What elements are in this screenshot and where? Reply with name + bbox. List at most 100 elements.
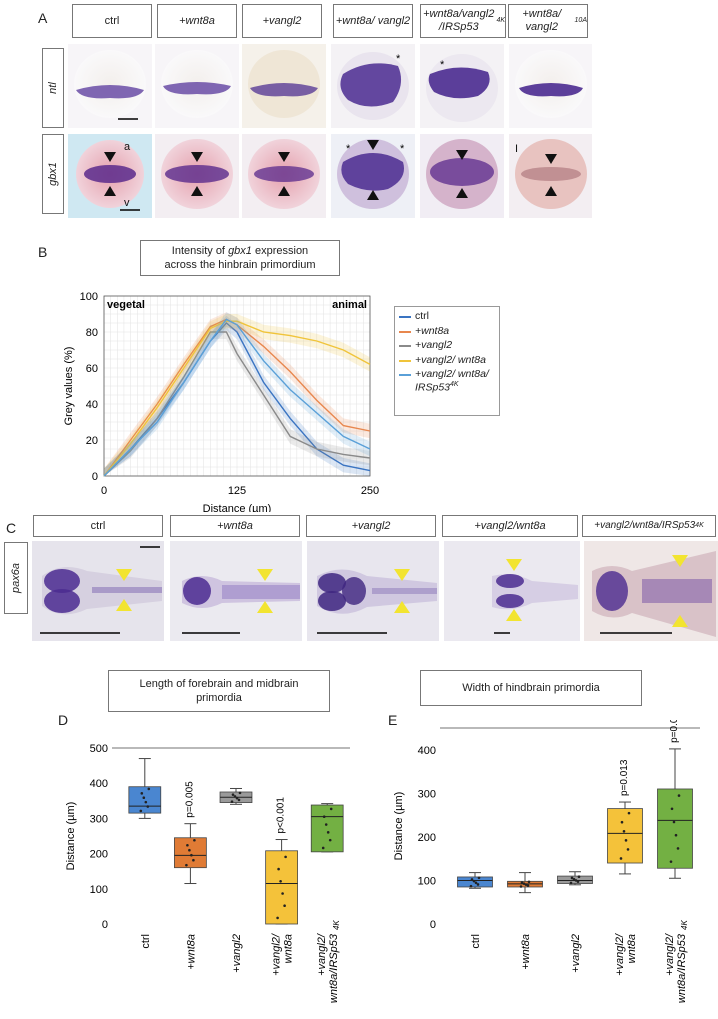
- data-point: [328, 838, 332, 842]
- svg-text:*: *: [346, 143, 351, 155]
- data-point: [147, 787, 151, 791]
- data-point: [276, 916, 279, 920]
- svg-text:a: a: [124, 141, 131, 153]
- series-line: [103, 318, 371, 477]
- data-point: [231, 793, 235, 796]
- data-point: [526, 884, 530, 887]
- y-tick-label: 200: [418, 832, 436, 844]
- panel-c-header-vangl2: +vangl2: [306, 515, 436, 537]
- panel-a-header-wnt8a-vangl2: +wnt8a/ vangl2: [333, 4, 413, 38]
- data-point: [524, 883, 528, 886]
- data-point: [469, 884, 473, 888]
- data-point: [619, 857, 623, 860]
- data-point: [624, 839, 628, 842]
- panel-b-title: Intensity of gbx1 expression across the h…: [140, 240, 340, 276]
- data-point: [326, 831, 330, 834]
- data-point: [283, 904, 286, 907]
- data-point: [142, 796, 146, 800]
- data-point: [321, 846, 325, 850]
- panel-a-header-wnt8a: +wnt8a: [157, 4, 237, 38]
- legend-entry: +vangl2/ wnt8a/ IRSp534K: [399, 368, 495, 394]
- legend-entry: +vangl2/ wnt8a: [399, 354, 495, 367]
- data-point: [193, 838, 196, 842]
- y-tick-label: 100: [80, 291, 98, 303]
- y-axis-label: Distance (µm): [393, 792, 405, 861]
- category-label: +vangl2/wnt8a/IRSp53: [316, 933, 340, 1003]
- series-band: [104, 312, 370, 476]
- row-label-pax6a: pax6a: [4, 542, 28, 614]
- data-point: [476, 883, 480, 886]
- legend-entry: +wnt8a: [399, 325, 495, 338]
- category-label: ctrl: [140, 934, 152, 949]
- box-iqr: [607, 808, 643, 864]
- legend-swatch: [399, 316, 411, 318]
- data-point: [233, 795, 237, 798]
- legend-swatch: [399, 345, 411, 348]
- series-line: [103, 331, 371, 477]
- series-line: [103, 320, 371, 477]
- x-axis-label: Distance (µm): [203, 503, 272, 512]
- panel-a-letter: A: [38, 10, 48, 26]
- y-tick-label: 0: [92, 471, 98, 483]
- data-point: [277, 867, 280, 871]
- animal-note: animal: [332, 299, 367, 311]
- panel-c-header-wnt8a: +wnt8a: [170, 515, 300, 537]
- hindbrain-width-boxplot: 0 100 200 300 400 Distance (µm) ctrl +wnt8a +van…: [393, 720, 700, 1003]
- data-point: [329, 807, 333, 811]
- box-iqr: [457, 876, 493, 888]
- data-point: [281, 892, 284, 895]
- y-tick-label: 100: [90, 884, 108, 896]
- box-iqr: [174, 837, 207, 869]
- data-point: [472, 879, 476, 883]
- row-label-ntl: ntl: [42, 48, 64, 128]
- legend-label: +vangl2/ wnt8a/ IRSp534K: [415, 368, 489, 394]
- y-tick-label: 300: [90, 813, 108, 825]
- pax6a-embryo-vangl2-wnt8a: [444, 541, 580, 641]
- ntl-embryo-ctrl: [68, 44, 152, 128]
- y-tick-label: 400: [90, 778, 108, 790]
- data-point: [188, 848, 191, 852]
- data-point: [284, 855, 287, 859]
- plot-frame: [103, 295, 371, 477]
- data-point: [577, 875, 581, 879]
- data-point: [570, 876, 574, 880]
- panel-c-header-vangl2-wnt8a: +vangl2/wnt8a: [442, 515, 578, 537]
- data-point: [322, 815, 326, 819]
- ntl-embryo-vangl2: [242, 44, 326, 128]
- line-chart-legend: ctrl +wnt8a +vangl2 +vangl2/ wnt8a +vangl2/ …: [394, 306, 500, 416]
- y-tick-label: 300: [418, 788, 436, 800]
- data-point: [670, 807, 674, 811]
- y-tick-label: 100: [418, 875, 436, 887]
- panel-c-letter: C: [6, 520, 17, 536]
- p-value-label: p=0.013: [619, 759, 630, 796]
- pax6a-embryo-ctrl: [32, 541, 164, 641]
- data-point: [626, 848, 630, 851]
- y-tick-label: 400: [418, 745, 436, 757]
- panel-a-header-vangl2: +vangl2: [242, 4, 322, 38]
- panel-a-header-ctrl: ctrl: [72, 4, 152, 38]
- data-point: [620, 820, 624, 824]
- p-value-label: p<0.001: [276, 797, 287, 834]
- category-label: +vangl2/wnt8a: [614, 933, 638, 976]
- data-point: [569, 881, 573, 885]
- ntl-embryo-wnt8a-vangl2-irsp53: *: [420, 44, 504, 128]
- y-tick-label: 0: [430, 919, 436, 931]
- svg-text:*: *: [396, 53, 401, 65]
- vegetal-note: vegetal: [107, 299, 145, 311]
- data-point: [230, 800, 234, 803]
- gbx1-embryo-wnt8a: [155, 134, 239, 218]
- svg-text:v: v: [124, 197, 130, 209]
- gbx1-embryo-wnt8a-vangl2-irsp53: [420, 134, 504, 218]
- x-tick-label: 125: [228, 485, 246, 497]
- x-tick-label: 0: [101, 485, 107, 497]
- panel-e-letter: E: [388, 712, 398, 728]
- superscript-4k: 4K: [332, 920, 341, 930]
- category-label: +wnt8a: [520, 934, 532, 970]
- data-point: [522, 882, 526, 885]
- data-point: [144, 800, 148, 804]
- data-point: [192, 858, 195, 862]
- category-label: +vangl2/wnt8a/IRSp53: [664, 933, 688, 1003]
- data-point: [470, 878, 474, 881]
- y-tick-label: 20: [86, 435, 98, 447]
- series-band: [104, 315, 370, 476]
